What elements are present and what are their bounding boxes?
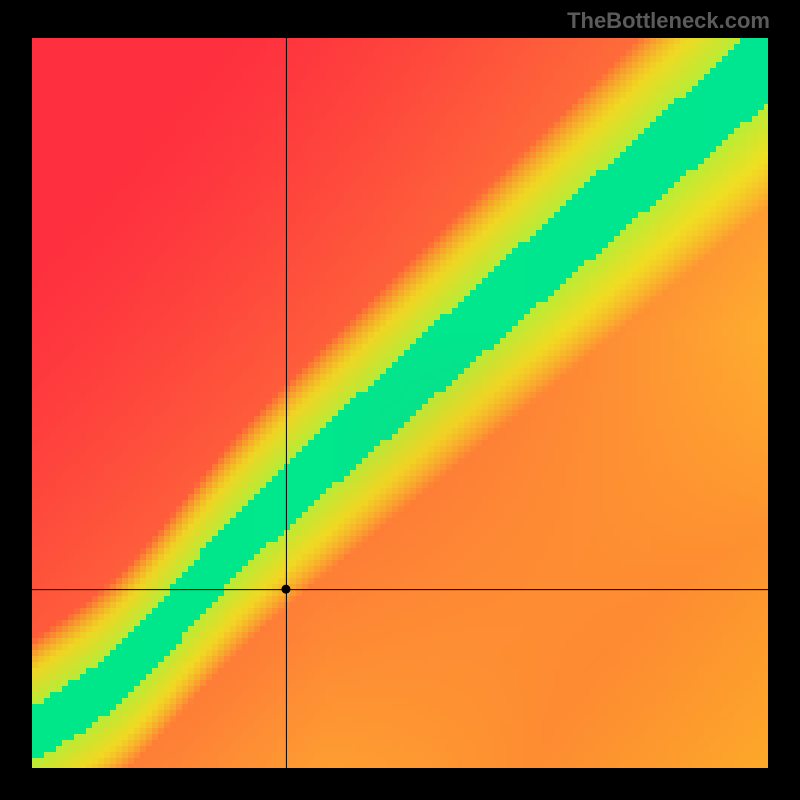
- bottleneck-heatmap: [0, 0, 800, 800]
- watermark-text: TheBottleneck.com: [567, 8, 770, 34]
- chart-container: { "watermark": { "text": "TheBottleneck.…: [0, 0, 800, 800]
